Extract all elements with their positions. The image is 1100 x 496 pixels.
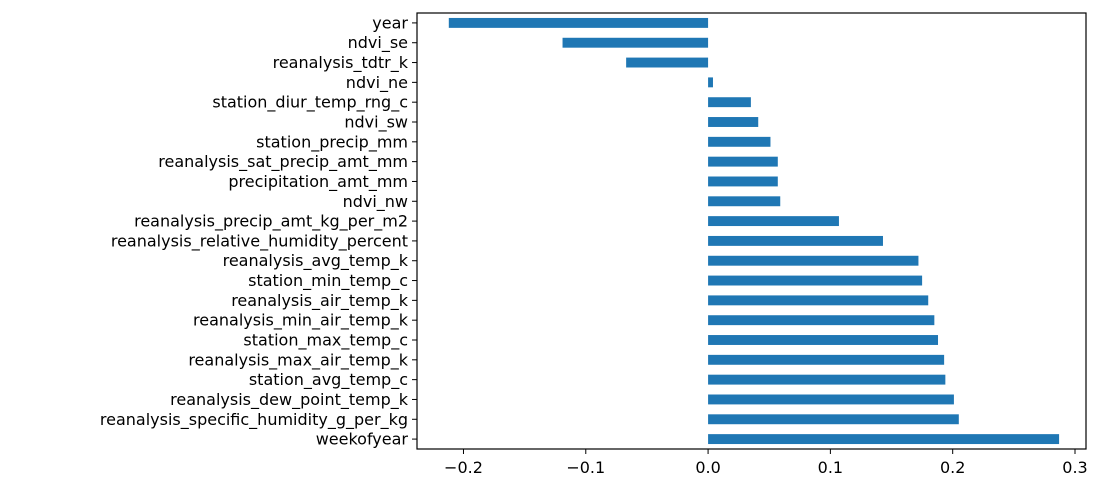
- bar-reanalysis-precip-amt-kg-per-m2: [708, 216, 839, 227]
- category-label: ndvi_ne: [346, 73, 408, 93]
- category-label: reanalysis_air_temp_k: [231, 291, 409, 311]
- category-label: ndvi_sw: [344, 113, 408, 133]
- bar-reanalysis-sat-precip-amt-mm: [708, 156, 778, 167]
- category-label: station_precip_mm: [256, 132, 408, 152]
- x-tick-label: 0.0: [695, 458, 720, 477]
- category-label: reanalysis_tdtr_k: [273, 53, 409, 73]
- bar-year: [448, 17, 709, 28]
- category-label: reanalysis_avg_temp_k: [223, 251, 409, 271]
- category-label: station_avg_temp_c: [249, 370, 408, 390]
- x-tick-label: −0.1: [566, 458, 605, 477]
- bar-station-diur-temp-rng-c: [708, 97, 751, 108]
- category-label: precipitation_amt_mm: [228, 172, 408, 192]
- bar-station-max-temp-c: [708, 335, 939, 345]
- bar-ndvi-sw: [708, 117, 759, 127]
- bar-reanalysis-max-air-temp-k: [708, 354, 945, 365]
- x-tick-label: 0.1: [818, 458, 843, 477]
- category-label: station_diur_temp_rng_c: [212, 93, 408, 113]
- bar-precipitation-amt-mm: [708, 176, 778, 187]
- bar-reanalysis-air-temp-k: [708, 295, 929, 306]
- bar-ndvi-ne: [708, 77, 713, 88]
- category-label: ndvi_se: [348, 33, 408, 53]
- bar-reanalysis-specific-humidity-g-per-kg: [708, 414, 959, 425]
- category-label: ndvi_nw: [343, 192, 408, 212]
- category-label: station_max_temp_c: [243, 331, 408, 351]
- bar-reanalysis-tdtr-k: [626, 57, 709, 68]
- category-label: reanalysis_sat_precip_amt_mm: [158, 152, 408, 172]
- category-label: weekofyear: [316, 430, 409, 449]
- category-label: reanalysis_dew_point_temp_k: [170, 390, 409, 410]
- x-tick-label: 0.2: [940, 458, 965, 477]
- bar-reanalysis-dew-point-temp-k: [708, 394, 954, 405]
- bar-ndvi-se: [562, 37, 709, 48]
- bar-station-avg-temp-c: [708, 374, 946, 385]
- category-label: station_min_temp_c: [248, 271, 408, 291]
- x-tick-label: −0.2: [444, 458, 483, 477]
- bar-station-precip-mm: [708, 136, 771, 147]
- category-label: reanalysis_max_air_temp_k: [188, 350, 408, 370]
- bar-ndvi-nw: [708, 196, 781, 207]
- category-labels: yearndvi_sereanalysis_tdtr_kndvi_nestati…: [100, 13, 417, 449]
- category-label: reanalysis_min_air_temp_k: [193, 311, 409, 331]
- category-label: reanalysis_specific_humidity_g_per_kg: [100, 410, 408, 430]
- plot-frame: [416, 12, 1087, 450]
- bar-station-min-temp-c: [708, 275, 923, 286]
- bar-reanalysis-min-air-temp-k: [708, 315, 935, 326]
- category-label: year: [372, 13, 408, 32]
- bar-reanalysis-relative-humidity-percent: [708, 235, 883, 246]
- bar-weekofyear: [708, 434, 1060, 445]
- x-tick-label: 0.3: [1062, 458, 1087, 477]
- bar-reanalysis-avg-temp-k: [708, 255, 919, 266]
- category-label: reanalysis_relative_humidity_percent: [111, 231, 408, 251]
- x-axis-ticks: −0.2 −0.1 0.0 0.1 0.2 0.3: [444, 449, 1088, 477]
- category-label: reanalysis_precip_amt_kg_per_m2: [134, 212, 408, 232]
- bars-group: [448, 17, 1060, 445]
